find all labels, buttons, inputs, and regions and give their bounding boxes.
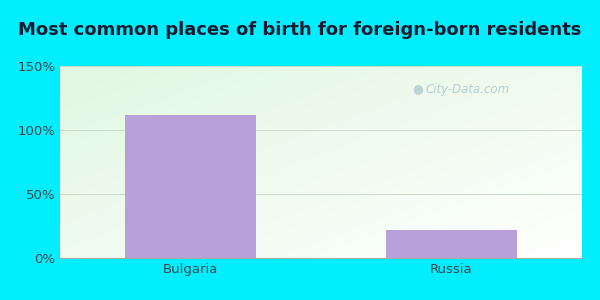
Text: ●: ● (412, 82, 423, 95)
Text: City-Data.com: City-Data.com (425, 82, 509, 95)
Text: Most common places of birth for foreign-born residents: Most common places of birth for foreign-… (19, 21, 581, 39)
Bar (386, 230, 517, 258)
Bar (125, 115, 256, 258)
